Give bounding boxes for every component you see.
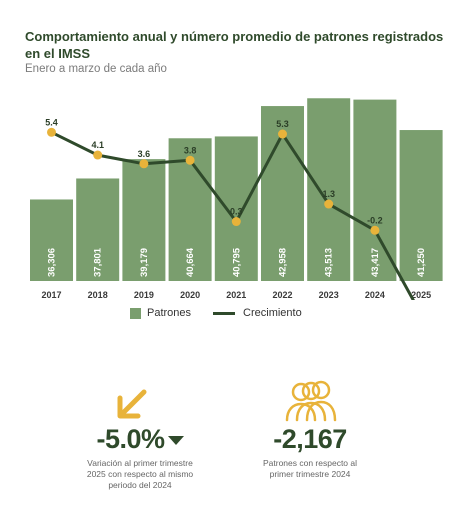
x-tick-label: 2018 bbox=[88, 290, 108, 300]
chart-area: 36,306 37,801 39,179 40,664 40,795 42,958 43,5… bbox=[30, 98, 443, 300]
bar-value-label: 41,250 bbox=[416, 248, 427, 277]
bar-value-label: 42,958 bbox=[278, 248, 289, 277]
growth-value-label: 4.1 bbox=[91, 140, 104, 150]
kpi-variation: -5.0% Variación al primer trimestre 2025… bbox=[60, 424, 220, 491]
legend: Patrones Crecimiento bbox=[130, 307, 302, 319]
kpi-variation-desc-line: periodo del 2024 bbox=[108, 480, 172, 490]
x-tick-label: 2024 bbox=[365, 290, 385, 300]
bar bbox=[399, 130, 443, 281]
bar-value-label: 36,306 bbox=[47, 248, 58, 277]
growth-point bbox=[231, 217, 241, 227]
bar-value-label: 40,664 bbox=[185, 247, 196, 277]
growth-point bbox=[185, 155, 195, 165]
kpi-patrones-desc-line: Patrones con respecto al bbox=[262, 458, 358, 468]
kpi-variation-desc-line: 2025 con respecto al mismo bbox=[86, 469, 194, 479]
chart-subtitle: Enero a marzo de cada año bbox=[25, 63, 167, 75]
x-tick-label: 2021 bbox=[226, 290, 246, 300]
bar bbox=[76, 178, 120, 281]
legend-label-crecimiento: Crecimiento bbox=[243, 307, 302, 319]
bar-value-label: 37,801 bbox=[93, 247, 104, 277]
arrow-down-left-icon bbox=[117, 389, 147, 419]
growth-value-label: 5.4 bbox=[45, 117, 58, 127]
kpi-patrones: -2,167 Patrones con respecto al primer t… bbox=[245, 424, 375, 480]
x-tick-label: 2017 bbox=[41, 290, 61, 300]
legend-label-patrones: Patrones bbox=[147, 307, 192, 319]
x-tick-label: 2020 bbox=[180, 290, 200, 300]
bar bbox=[122, 159, 166, 281]
growth-value-label: 1.3 bbox=[322, 189, 335, 199]
kpi-patrones-desc-line: primer trimestre 2024 bbox=[269, 469, 351, 479]
growth-value-label: 0.3 bbox=[230, 207, 243, 217]
growth-point bbox=[47, 127, 56, 137]
growth-point bbox=[324, 199, 334, 209]
down-triangle-icon bbox=[167, 436, 184, 446]
bar bbox=[214, 136, 258, 281]
growth-point bbox=[139, 159, 149, 169]
x-tick-label: 2023 bbox=[319, 290, 339, 300]
legend-swatch-crecimiento bbox=[213, 311, 236, 315]
growth-point bbox=[370, 225, 380, 235]
bar-value-label: 40,795 bbox=[231, 247, 242, 277]
growth-value-label: 3.8 bbox=[184, 145, 197, 155]
bar bbox=[30, 199, 73, 281]
x-tick-label: 2022 bbox=[272, 290, 292, 300]
growth-value-label: -0.2 bbox=[367, 215, 383, 225]
kpi-patrones-value: -2,167 bbox=[273, 424, 347, 454]
growth-value-label: 5.3 bbox=[276, 119, 289, 129]
growth-value-label: 3.6 bbox=[138, 149, 151, 159]
chart-title: Comportamiento anual y número promedio d… bbox=[25, 29, 444, 61]
legend-swatch-patrones bbox=[130, 307, 141, 319]
growth-point bbox=[93, 150, 103, 160]
bar bbox=[307, 98, 351, 281]
bar-value-label: 43,417 bbox=[370, 248, 381, 277]
x-tick-label: 2025 bbox=[411, 290, 431, 300]
bar-value-label: 39,179 bbox=[139, 248, 150, 277]
bar bbox=[353, 99, 397, 282]
growth-point bbox=[278, 129, 287, 139]
x-tick-label: 2019 bbox=[134, 290, 154, 300]
kpi-variation-desc-line: Variación al primer trimestre bbox=[87, 458, 193, 468]
people-group-icon bbox=[285, 380, 337, 422]
bar-value-label: 43,513 bbox=[324, 248, 335, 277]
kpi-variation-value: -5.0% bbox=[96, 424, 165, 454]
